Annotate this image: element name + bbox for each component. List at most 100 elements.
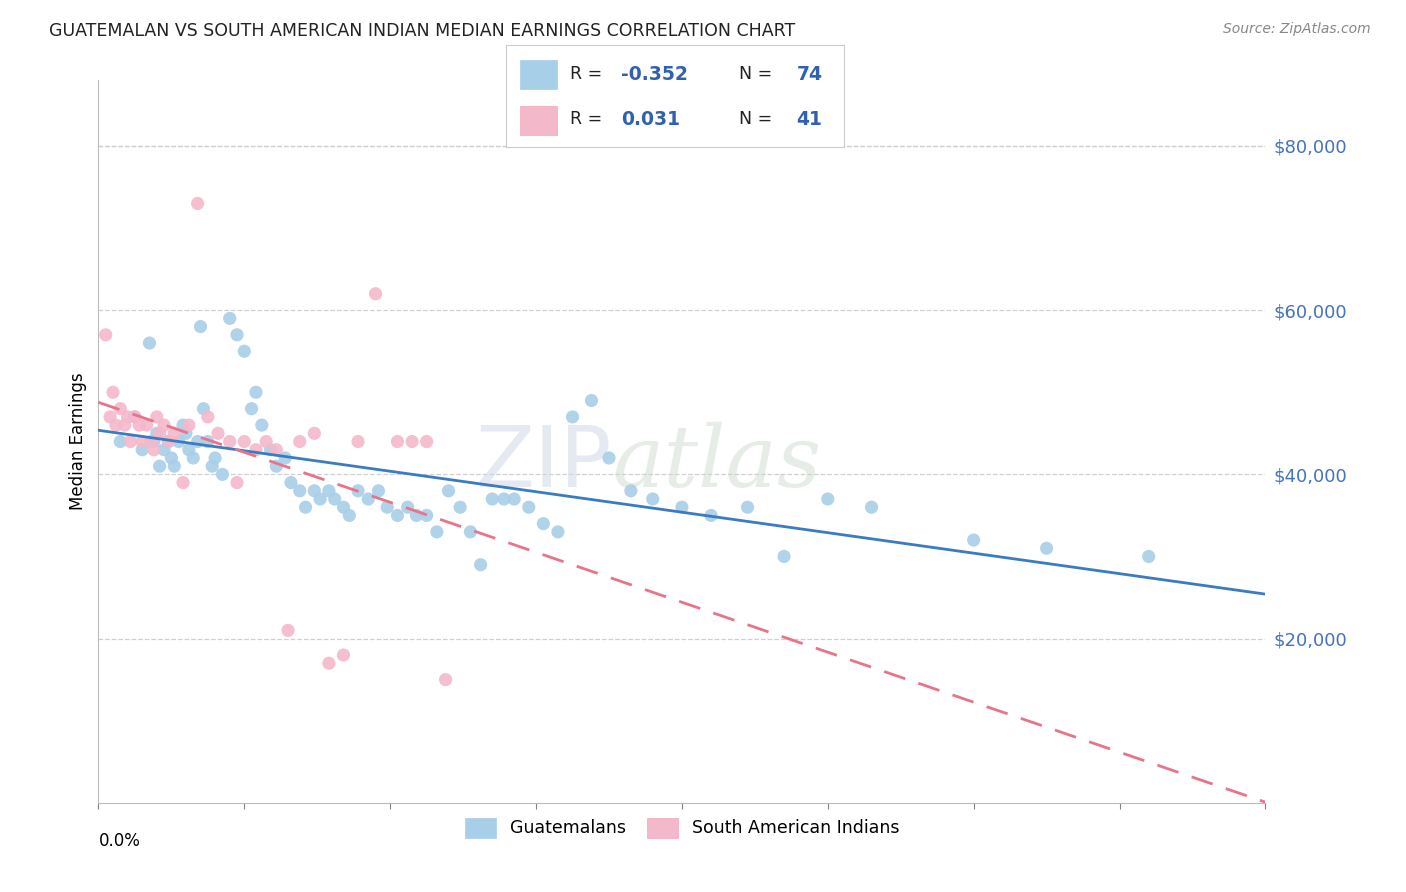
Point [323,491,346,506]
Point [387,434,409,449]
Point [187,434,209,449]
Point [531,516,554,531]
Text: N =: N = [740,111,778,128]
Point [146,409,169,424]
Point [598,450,620,465]
Point [280,475,302,490]
Point [415,508,437,523]
Point [172,475,194,490]
Point [211,467,233,482]
Point [396,500,419,515]
Point [240,401,263,416]
Point [226,327,249,342]
Point [181,450,204,465]
Point [962,533,984,547]
Point [401,434,423,449]
Point [131,442,153,457]
Point [337,508,360,523]
Point [104,418,127,433]
Point [449,500,471,515]
Point [274,450,297,465]
Point [288,434,311,449]
Point [318,657,340,671]
Point [226,475,249,490]
Point [139,434,162,449]
Point [817,491,839,506]
Point [201,459,224,474]
Point [434,673,457,687]
Text: N =: N = [740,65,778,83]
Text: R =: R = [571,65,607,83]
Text: 41: 41 [796,110,823,129]
Point [581,393,603,408]
Point [460,524,482,539]
Point [309,491,332,506]
Point [233,434,256,449]
Point [110,401,132,416]
Point [304,483,326,498]
Point [117,409,139,424]
Point [266,442,288,457]
Point [193,401,215,416]
Point [304,426,326,441]
Point [197,409,219,424]
Point [131,434,153,449]
Point [254,434,277,449]
Text: 0.031: 0.031 [621,110,681,129]
Point [174,426,197,441]
Point [1035,541,1057,556]
Point [367,483,389,498]
Point [138,336,160,351]
Point [332,500,354,515]
Point [620,483,643,498]
Text: GUATEMALAN VS SOUTH AMERICAN INDIAN MEDIAN EARNINGS CORRELATION CHART: GUATEMALAN VS SOUTH AMERICAN INDIAN MEDI… [49,22,796,40]
Point [124,409,146,424]
Point [415,434,437,449]
Point [347,434,370,449]
Point [149,426,172,441]
Point [218,434,240,449]
Point [163,426,186,441]
Point [517,500,540,515]
Point [259,442,281,457]
Point [128,418,150,433]
Point [167,434,190,449]
Point [470,558,492,572]
Point [218,311,240,326]
Legend: Guatemalans, South American Indians: Guatemalans, South American Indians [458,811,905,845]
Point [98,409,121,424]
Point [1137,549,1160,564]
Point [426,524,449,539]
Point [101,385,124,400]
Point [294,500,316,515]
Point [94,327,117,342]
Point [157,434,180,449]
Point [142,442,165,457]
Point [197,434,219,449]
Point [671,500,693,515]
Point [641,491,664,506]
Point [503,491,526,506]
Point [204,450,226,465]
Point [245,385,267,400]
Point [860,500,883,515]
Text: 74: 74 [796,65,823,84]
Point [142,434,165,449]
Point [233,344,256,359]
Point [124,409,146,424]
Point [347,483,370,498]
Point [153,418,176,433]
Point [190,319,212,334]
Point [375,500,398,515]
Point [163,459,186,474]
Point [737,500,759,515]
Point [250,418,273,433]
Point [437,483,460,498]
Point [561,409,583,424]
Point [332,648,354,662]
Point [157,434,180,449]
Point [266,459,288,474]
Text: atlas: atlas [612,422,821,505]
Point [357,491,380,506]
FancyBboxPatch shape [520,106,557,135]
